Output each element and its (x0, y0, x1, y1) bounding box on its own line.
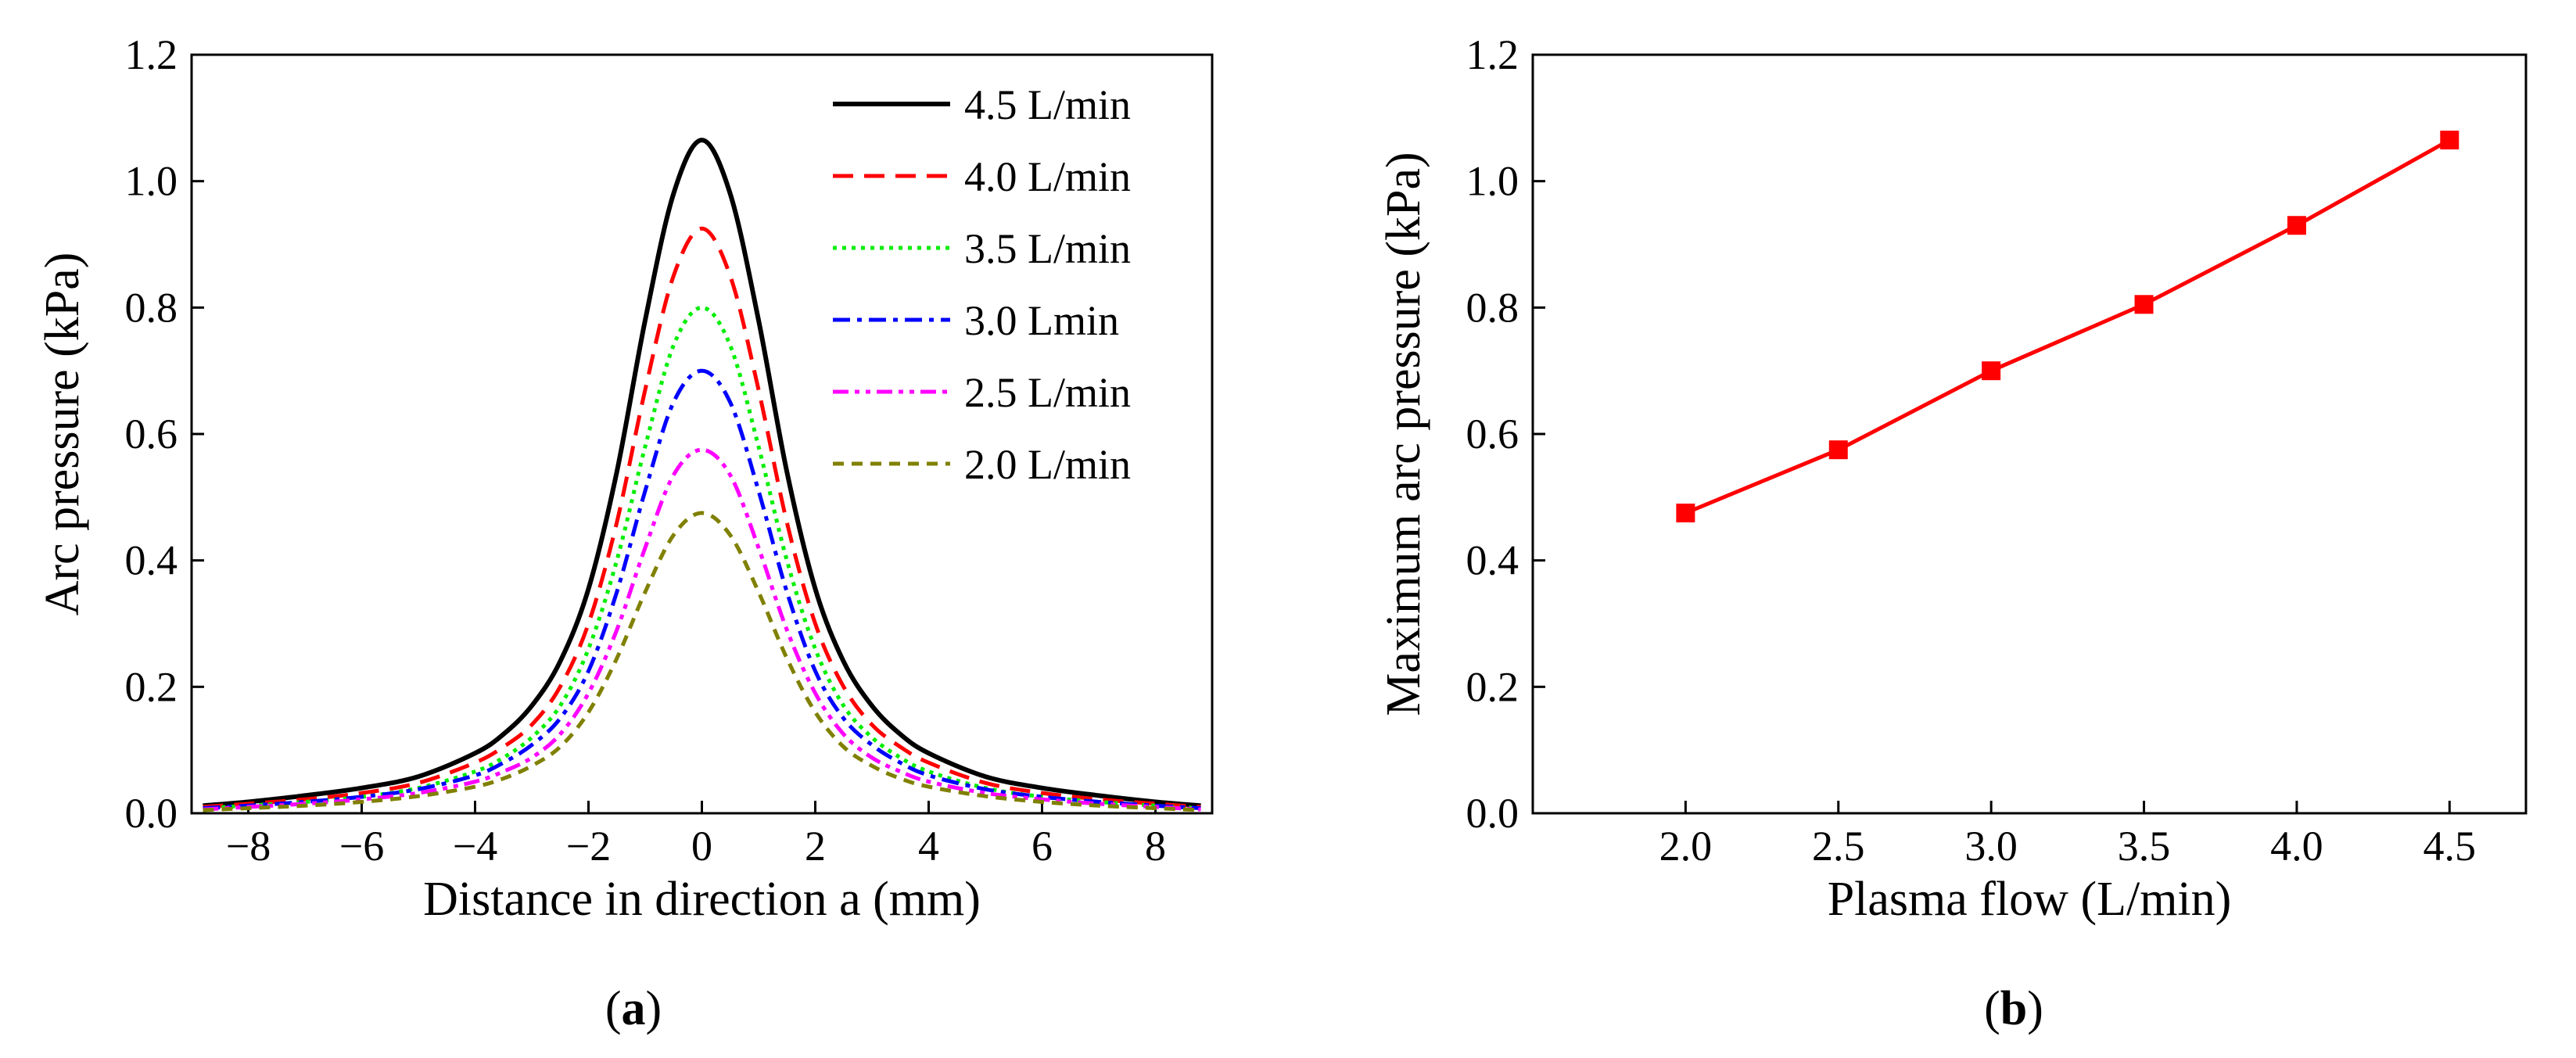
y-tick-label: 0.0 (125, 790, 178, 837)
x-tick-label: 4.5 (2424, 823, 2477, 870)
x-axis-label: Distance in direction a (mm) (423, 873, 981, 926)
legend-label-5: 2.0 L/min (964, 441, 1131, 488)
plot-frame (1531, 53, 2528, 815)
y-tick-label: 0.2 (1466, 663, 1519, 710)
x-tick-label: 4 (918, 823, 939, 870)
legend-label-4: 2.5 L/min (964, 369, 1131, 416)
x-tick-label: 6 (1031, 823, 1053, 870)
y-tick-label: 0.6 (1466, 411, 1519, 457)
y-tick-label: 0.8 (125, 284, 178, 331)
x-tick-label: 2 (805, 823, 826, 870)
data-point-marker-5 (2440, 131, 2459, 150)
legend-label-2: 3.5 L/min (964, 225, 1131, 272)
x-tick-label: 2.5 (1812, 823, 1865, 870)
series-line-3 (203, 368, 1201, 811)
caption-open-paren: ( (1984, 982, 2000, 1035)
series-line (1684, 138, 2451, 515)
y-tick-label: 0.8 (1466, 284, 1519, 331)
data-point-marker-2 (1982, 361, 2001, 381)
legend-label-3: 3.0 Lmin (964, 297, 1119, 344)
y-tick-label: 0.6 (125, 411, 178, 457)
y-tick-label: 0.4 (125, 537, 178, 584)
caption-close-paren: ) (2027, 982, 2043, 1035)
x-tick-label: 4.0 (2270, 823, 2323, 870)
panel-caption-b: (b) (1984, 982, 2043, 1035)
data-point-marker-4 (2287, 216, 2306, 235)
data-point-marker-3 (2134, 295, 2154, 314)
data-point-marker-1 (1828, 440, 1848, 460)
y-tick-label: 1.0 (1466, 158, 1519, 205)
x-tick-label: −8 (226, 823, 271, 870)
y-tick-label: 0.4 (1466, 537, 1519, 584)
panel-caption-a: (a) (605, 982, 662, 1035)
caption-letter: b (2000, 982, 2027, 1035)
legend-label-1: 4.0 L/min (964, 153, 1131, 200)
y-tick-label: 0.2 (125, 663, 178, 710)
legend-label-0: 4.5 L/min (964, 81, 1131, 128)
x-tick-label: 8 (1145, 823, 1166, 870)
panel-a-chart: 0.0 0.2 0.4 0.6 0.8 1.0 1.2 −8 −6 −4 −2 0 2 4 6 8 Distan… (36, 31, 1214, 1035)
x-tick-label: 2.0 (1659, 823, 1713, 870)
x-tick-label: −4 (453, 823, 497, 870)
caption-close-paren: ) (646, 982, 662, 1035)
y-tick-label: 1.0 (125, 158, 178, 205)
series-line-2 (203, 305, 1201, 811)
x-tick-label: 3.0 (1964, 823, 2018, 870)
x-tick-label: 0 (691, 823, 712, 870)
panel-b-chart: 0.0 0.2 0.4 0.6 0.8 1.0 1.2 2.0 2.5 3.0 3.5 4.0 4.5 P… (1377, 31, 2528, 1035)
y-tick-label: 1.2 (125, 31, 178, 78)
x-tick-label: 3.5 (2118, 823, 2171, 870)
x-tick-label: −2 (566, 823, 611, 870)
series-line-4 (203, 447, 1201, 812)
series-line-0 (203, 138, 1201, 809)
x-axis-label: Plasma flow (L/min) (1828, 873, 2232, 926)
y-axis-label: Maximum arc pressure (kPa) (1377, 152, 1430, 715)
y-tick-label: 1.2 (1466, 31, 1519, 78)
y-tick-label: 0.0 (1466, 790, 1519, 837)
data-point-marker-0 (1676, 504, 1695, 523)
series-line-1 (203, 226, 1201, 809)
y-axis-label: Arc pressure (kPa) (36, 253, 89, 616)
x-tick-label: −6 (339, 823, 384, 870)
series-line-5 (203, 511, 1201, 812)
caption-letter: a (622, 982, 646, 1035)
caption-open-paren: ( (605, 982, 622, 1035)
